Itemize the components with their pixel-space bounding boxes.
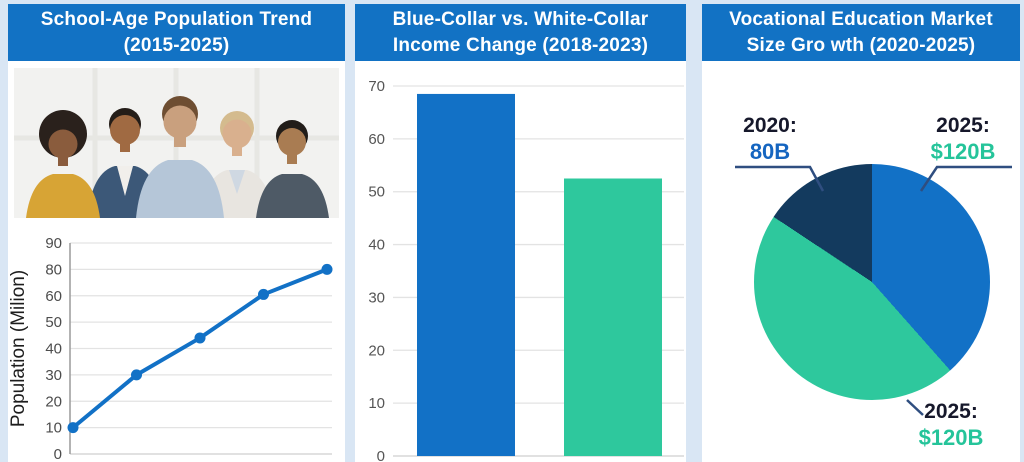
panel-vocational-header: Vocational Education Market Size Gro wth… [702,4,1020,61]
svg-text:20: 20 [45,393,62,410]
pie-label-2020-value: 80B [749,138,791,164]
panel-income-title-line2: Income Change (2018-2023) [392,34,649,56]
svg-text:90: 90 [45,235,62,252]
svg-text:0: 0 [54,446,62,462]
svg-text:70: 70 [368,78,385,95]
person-5 [256,120,329,218]
panel-population-title-line1: School-Age Population Trend [40,8,313,30]
svg-text:80: 80 [45,261,62,278]
market-size-pie [754,164,990,400]
panel-income-title-line1: Blue-Collar vs. White-Collar [392,8,649,30]
person-3 [136,96,224,218]
svg-text:20: 20 [368,342,385,359]
svg-text:40: 40 [368,237,385,254]
panel-vocational-title-line1: Vocational Education Market [729,8,993,30]
income-bar-chart: 0 10 20 30 40 50 60 70 [368,78,684,462]
svg-text:50: 50 [45,314,62,331]
group-photo [14,68,339,218]
svg-text:30: 30 [368,289,385,306]
panel-population: School-Age Population Trend (2015-2025) [8,4,345,462]
svg-text:60: 60 [368,131,385,148]
svg-text:50: 50 [368,184,385,201]
pie-label-2025-bottom-year: 2025: [924,400,978,423]
svg-text:10: 10 [45,420,62,437]
svg-text:0: 0 [377,448,385,462]
person-2 [87,108,163,218]
panel-population-title: School-Age Population Trend (2015-2025) [41,7,312,58]
pie-label-2020-year: 2020: [743,114,797,137]
panel-vocational-title-line2: Size Gro wth (2020-2025) [746,34,976,56]
panel-income-header: Blue-Collar vs. White-Collar Income Chan… [355,4,686,61]
person-1 [26,110,100,218]
svg-text:Population (Milion): Population (Milion) [8,270,29,427]
pie-label-2025-top-year: 2025: [936,114,990,137]
panel-population-header: School-Age Population Trend (2015-2025) [8,4,345,61]
population-line-chart: 0 10 20 30 40 50 60 80 90 Population (Milion) [8,235,333,462]
svg-text:30: 30 [45,367,62,384]
svg-text:40: 40 [45,341,62,358]
panel-vocational: Vocational Education Market Size Gro wth… [702,4,1020,462]
pie-label-2025-bottom: 2025: $120B [891,400,1011,451]
pie-label-2025-top-value: $120B [930,138,996,164]
panel-income-title: Blue-Collar vs. White-Collar Income Chan… [393,7,649,58]
panel-population-title-line2: (2015-2025) [123,34,230,56]
pie-label-2025-bottom-value: $120B [918,424,984,450]
svg-text:10: 10 [368,395,385,412]
group-photo-illustration [14,68,339,218]
svg-text:60: 60 [45,288,62,305]
panel-income: Blue-Collar vs. White-Collar Income Chan… [355,4,686,462]
panel-vocational-title: Vocational Education Market Size Gro wth… [729,7,993,58]
pie-label-2025-top: 2025: $120B [903,114,1020,165]
pie-label-2020: 2020: 80B [710,114,830,165]
